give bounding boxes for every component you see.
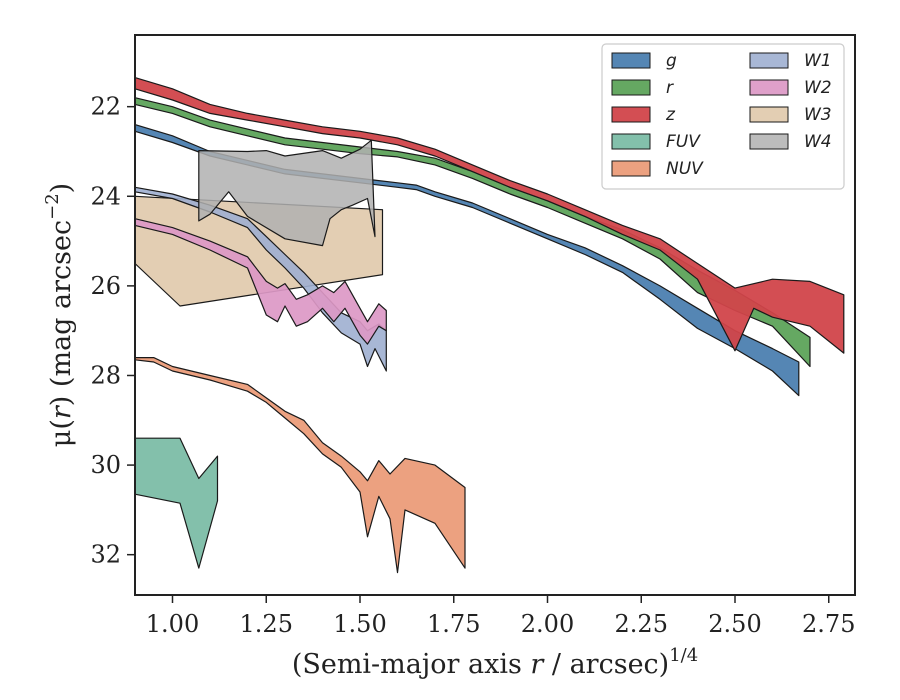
- legend-swatch-w2: [749, 79, 789, 96]
- legend-label-fuv: FUV: [666, 132, 701, 152]
- x-tick-label: 2.50: [708, 610, 761, 638]
- x-tick-label: 1.75: [427, 610, 480, 638]
- y-axis-label: μ(r) (mag arcsec−2): [42, 183, 77, 447]
- legend-swatch-fuv: [611, 133, 651, 150]
- x-tick-label: 2.25: [615, 610, 668, 638]
- legend-label-w4: W4: [804, 132, 832, 152]
- y-tick-label: 32: [90, 541, 121, 569]
- x-axis-label-main: (Semi-major axis: [292, 649, 531, 680]
- band-w2: [134, 218, 387, 345]
- band-nuv: [134, 357, 466, 574]
- legend-swatch-w3: [749, 106, 789, 123]
- legend-swatch-nuv: [611, 160, 651, 177]
- y-axis-label-var: r: [46, 404, 77, 419]
- legend-swatch-r: [611, 79, 651, 96]
- legend-swatch-z: [611, 106, 651, 123]
- band-w1: [134, 186, 387, 372]
- y-axis-label-mu: μ(: [46, 419, 77, 447]
- y-axis-label-exp: −2: [42, 193, 63, 220]
- x-tick-label: 2.00: [521, 610, 574, 638]
- x-tick-label: 1.50: [333, 610, 386, 638]
- x-axis-label-var: r: [530, 649, 545, 680]
- legend-label-z: z: [665, 105, 676, 125]
- y-tick-label: 22: [90, 93, 121, 121]
- plot-frame: [134, 34, 856, 596]
- legend-label-nuv: NUV: [666, 159, 704, 179]
- x-axis-label: (Semi-major axis r / arcsec)1/4: [292, 645, 698, 680]
- legend-label-w3: W3: [804, 105, 832, 125]
- legend-label-w2: W2: [804, 78, 832, 98]
- band-z: [134, 76, 845, 354]
- x-tick-label: 1.25: [240, 610, 293, 638]
- band-w4: [198, 139, 376, 247]
- band-r: [134, 97, 811, 368]
- y-tick-label: 26: [90, 272, 121, 300]
- profile-bands: [134, 76, 845, 574]
- x-axis-label-tail: / arcsec): [543, 649, 669, 680]
- band-fuv: [134, 437, 219, 569]
- y-axis-label-units: ) (mag arcsec: [46, 220, 77, 406]
- legend-label-w1: W1: [804, 51, 832, 71]
- legend-swatch-g: [611, 52, 651, 69]
- legend-label-g: g: [666, 51, 677, 71]
- y-tick-label: 30: [90, 451, 121, 479]
- legend-label-r: r: [666, 78, 674, 98]
- y-tick-label: 24: [90, 182, 121, 210]
- legend: grz FUV NUV W1 W2 W3 W4: [601, 43, 845, 190]
- y-axis-label-close: ): [46, 183, 77, 194]
- x-tick-label: 1.00: [146, 610, 199, 638]
- y-axis-ticks: 22 24 26 28 30 32: [90, 93, 135, 569]
- y-tick-label: 28: [90, 361, 121, 389]
- x-tick-label: 2.75: [802, 610, 855, 638]
- x-axis-label-exp: 1/4: [669, 645, 698, 666]
- x-axis-ticks: 1.00 1.25 1.50 1.75 2.00 2.25 2.50 2.75: [146, 595, 855, 638]
- legend-entries: grz FUV NUV W1 W2 W3 W4: [611, 51, 832, 179]
- legend-swatch-w4: [749, 133, 789, 150]
- legend-swatch-w1: [749, 52, 789, 69]
